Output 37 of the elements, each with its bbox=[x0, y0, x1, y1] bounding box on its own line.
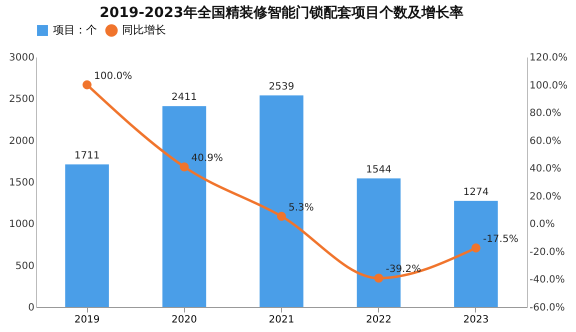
point bbox=[374, 274, 384, 283]
data-label: 1711 bbox=[74, 150, 100, 162]
y2-tick-label: 80.0% bbox=[530, 108, 562, 120]
bar bbox=[65, 164, 109, 307]
point bbox=[180, 162, 189, 172]
data-label: 2539 bbox=[268, 81, 294, 92]
y2-tick-label: -20.0% bbox=[530, 246, 565, 258]
y2-tick-label: 0.0% bbox=[530, 219, 555, 230]
y2-tick-label: 40.0% bbox=[530, 164, 562, 175]
x-tick-label: 2022 bbox=[366, 314, 392, 326]
y2-tick-label: -40.0% bbox=[530, 274, 565, 286]
y2-tick-label: 120.0% bbox=[530, 52, 568, 64]
y-tick-label: 0 bbox=[28, 302, 34, 314]
point bbox=[471, 243, 480, 252]
data-label: 2411 bbox=[172, 92, 197, 104]
legend-label: 项目：个 bbox=[53, 24, 97, 36]
y-tick-label: 500 bbox=[15, 260, 34, 272]
x-tick-label: 2023 bbox=[463, 314, 489, 326]
chart-title: 2019-2023年全国精装修智能门锁配套项目个数及增长率 bbox=[100, 4, 464, 21]
x-tick-label: 2020 bbox=[172, 314, 197, 326]
point bbox=[82, 80, 92, 90]
y-tick-label: 1500 bbox=[9, 178, 34, 188]
y2-tick-label: 60.0% bbox=[530, 136, 562, 147]
data-label: 1544 bbox=[366, 164, 392, 176]
y-tick-label: 3000 bbox=[9, 52, 34, 64]
data-label: 100.0% bbox=[94, 70, 132, 82]
x-tick-label: 2021 bbox=[268, 314, 294, 326]
y2-tick-label: 20.0% bbox=[530, 191, 562, 202]
y2-tick-label: 100.0% bbox=[530, 80, 568, 92]
x-tick-label: 2019 bbox=[74, 314, 100, 326]
y-tick-label: 2000 bbox=[9, 136, 34, 147]
legend-label: 同比增长 bbox=[122, 24, 166, 36]
point bbox=[276, 212, 286, 221]
y2-tick-label: -60.0% bbox=[530, 302, 565, 314]
y-tick-label: 2500 bbox=[9, 94, 34, 106]
data-label: 1274 bbox=[463, 186, 489, 198]
y-tick-label: 1000 bbox=[9, 219, 34, 230]
